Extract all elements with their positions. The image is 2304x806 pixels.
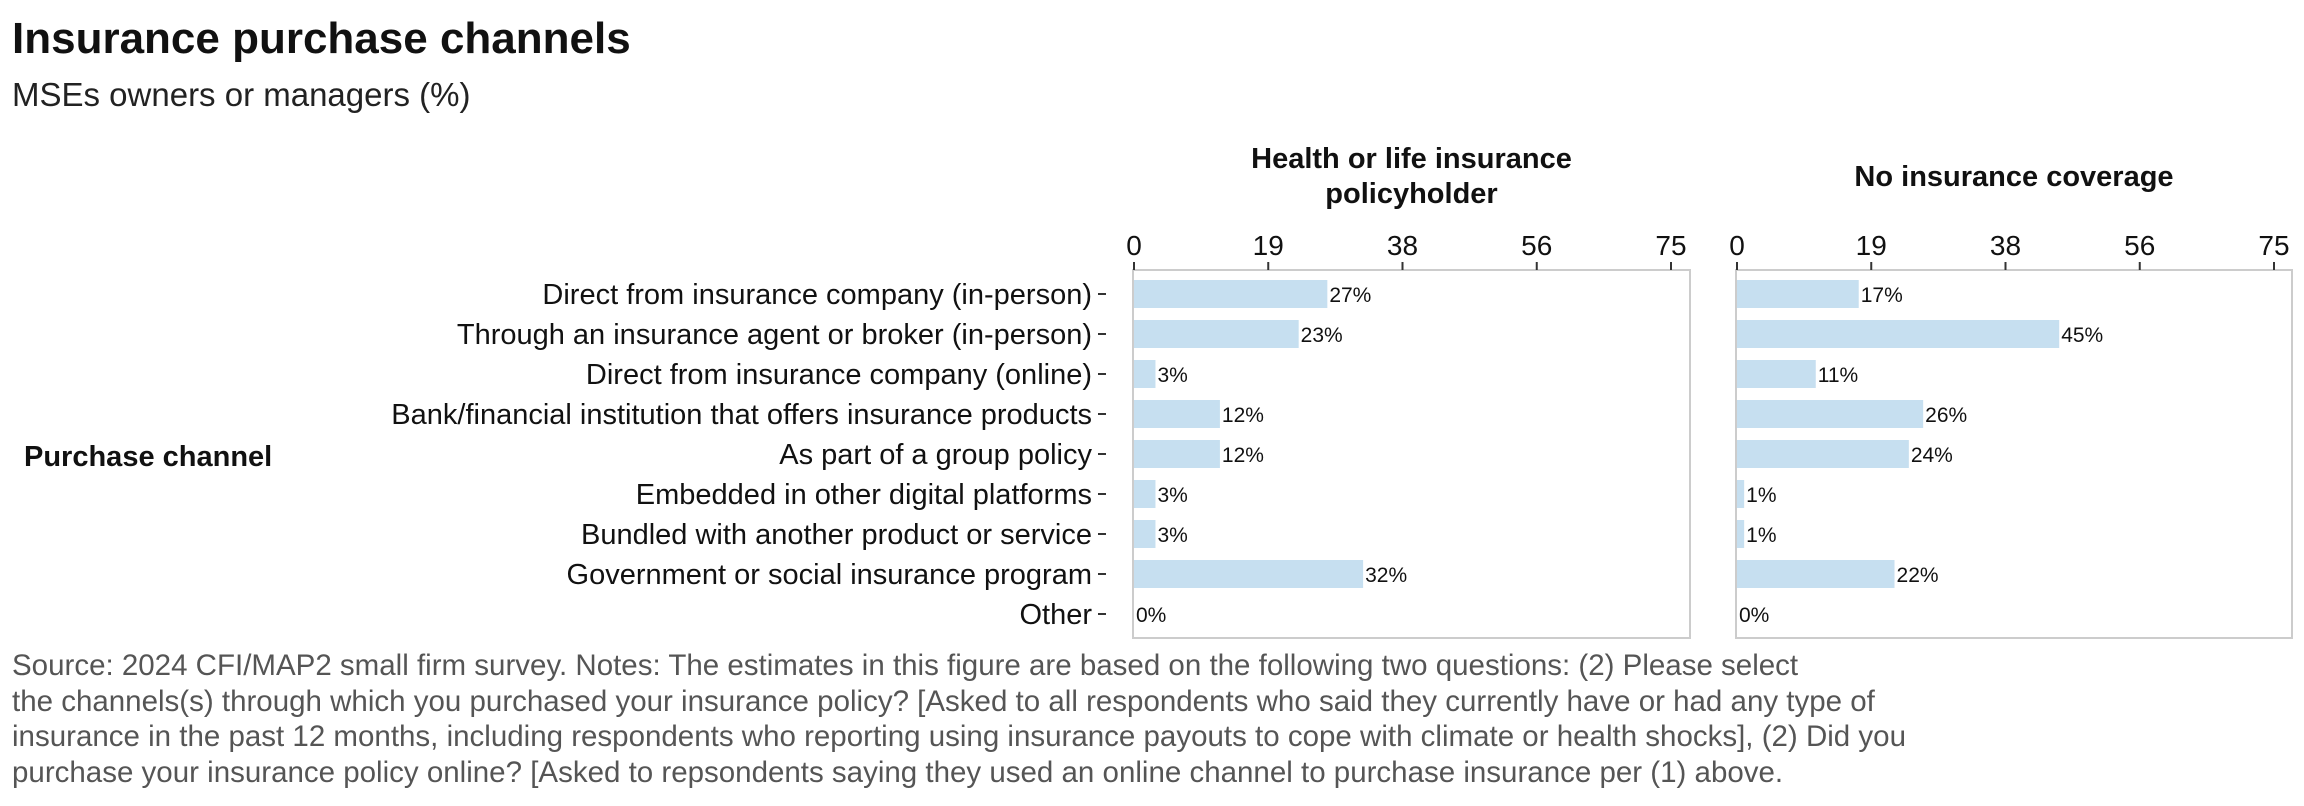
category-label: Direct from insurance company (online) [586,359,1092,391]
bar [1737,320,2060,348]
data-label: 32% [1365,564,1407,587]
data-label: 22% [1897,564,1939,587]
facet-title: policyholder [1325,178,1497,210]
facet-title: No insurance coverage [1854,161,2173,193]
x-tick-label: 56 [2124,230,2155,261]
x-tick-label: 75 [2258,230,2289,261]
data-label: 3% [1157,364,1187,387]
category-label: Government or social insurance program [567,559,1092,591]
bar [1737,560,1895,588]
data-label: 26% [1925,404,1967,427]
x-tick-label: 56 [1521,230,1552,261]
y-axis-title: Purchase channel [24,441,272,473]
data-label: 3% [1157,484,1187,507]
category-label: As part of a group policy [779,439,1092,471]
source-note-line: Source: 2024 CFI/MAP2 small firm survey.… [12,649,1799,682]
data-label: 0% [1136,604,1166,627]
category-label: Bundled with another product or service [581,519,1092,551]
bar [1134,560,1364,588]
category-label: Through an insurance agent or broker (in… [457,319,1092,351]
data-label: 12% [1222,404,1264,427]
x-tick-label: 0 [1126,230,1142,261]
bar [1737,280,1859,308]
bar [1134,520,1156,548]
bar [1134,480,1156,508]
category-label: Other [1019,599,1092,631]
source-note-line: insurance in the past 12 months, includi… [12,720,1906,753]
source-note-line: purchase your insurance policy online? [… [12,755,1784,789]
data-label: 1% [1746,524,1776,547]
category-label: Direct from insurance company (in-person… [542,279,1092,311]
x-tick-label: 38 [1387,230,1418,261]
category-label: Bank/financial institution that offers i… [391,399,1092,431]
data-label: 3% [1157,524,1187,547]
data-label: 27% [1329,284,1371,307]
panel-border [1735,269,2293,639]
x-tick-label: 19 [1856,230,1887,261]
data-label: 11% [1818,364,1858,387]
source-note: Source: 2024 CFI/MAP2 small firm survey.… [12,648,2272,790]
x-tick-label: 19 [1253,230,1284,261]
data-label: 1% [1746,484,1776,507]
chart-subtitle: MSEs owners or managers (%) [12,76,471,113]
data-label: 23% [1301,324,1343,347]
bar [1737,520,1745,548]
category-label: Embedded in other digital platforms [636,479,1092,511]
bar [1134,280,1328,308]
bar [1134,400,1220,428]
chart-title: Insurance purchase channels [12,14,631,63]
data-label: 0% [1739,604,1769,627]
bar [1737,360,1816,388]
data-label: 24% [1911,444,1953,467]
x-tick-label: 38 [1990,230,2021,261]
data-label: 17% [1861,284,1903,307]
facet-title: Health or life insurance [1251,143,1572,175]
x-tick-label: 75 [1655,230,1686,261]
panel-border [1132,269,1691,639]
data-label: 12% [1222,444,1264,467]
data-label: 45% [2061,324,2103,347]
bar [1737,480,1745,508]
bar [1737,440,1909,468]
bar [1737,400,1924,428]
bar [1134,320,1299,348]
bar [1134,360,1156,388]
bar [1134,440,1220,468]
x-tick-label: 0 [1729,230,1745,261]
source-note-line: the channels(s) through which you purcha… [12,684,1875,718]
